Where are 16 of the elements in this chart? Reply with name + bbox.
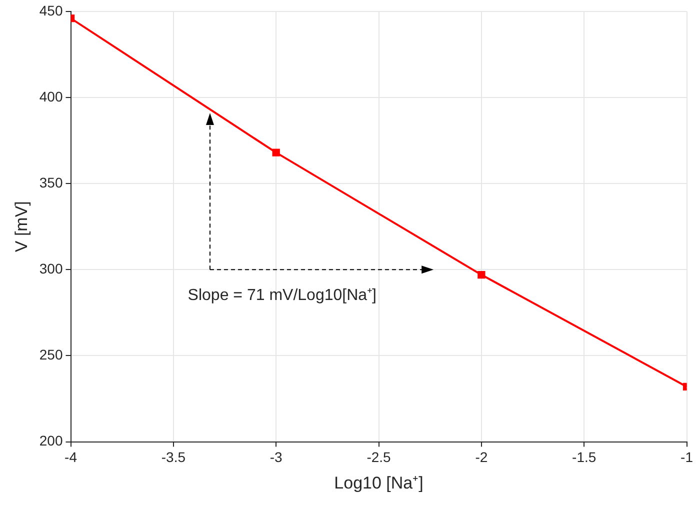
y-tick-label: 400 (39, 88, 63, 104)
annotation: Slope = 71 mV/Log10[Na⁺] (188, 286, 376, 304)
y-tick-label: 250 (39, 346, 63, 363)
y-tick-label: 450 (39, 2, 63, 18)
y-tick-label: 300 (39, 260, 63, 276)
y-axis-title: V [mV] (12, 201, 31, 252)
x-tick-label: -2 (475, 449, 488, 466)
x-tick-label: -1 (680, 449, 694, 466)
x-tick-label: -4 (64, 449, 78, 466)
y-tick-label: 350 (39, 174, 63, 190)
x-tick-label: -3.5 (161, 449, 186, 466)
x-tick-label: -3 (270, 449, 283, 466)
x-tick-label: -1.5 (572, 449, 596, 466)
y-tick-label: 200 (39, 432, 63, 449)
x-tick-label: -2.5 (366, 449, 392, 466)
x-axis-title: Log10 [Na⁺] (334, 473, 424, 492)
